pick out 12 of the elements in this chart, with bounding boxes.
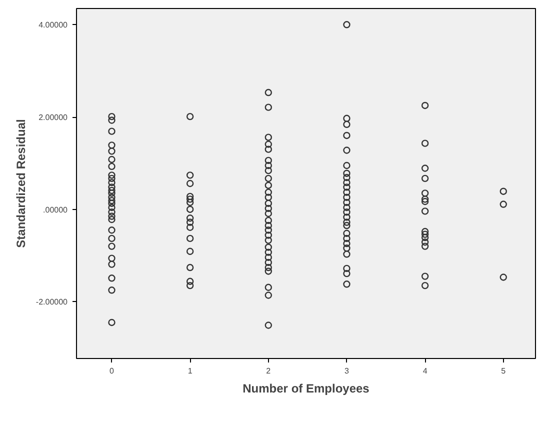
x-tick-label: 0: [110, 366, 115, 376]
x-tick-label: 5: [501, 366, 506, 376]
x-tick-label: 1: [188, 366, 193, 376]
y-axis-title: Standardized Residual: [14, 119, 28, 248]
y-tick-label: -2.00000: [36, 298, 68, 307]
x-tick-label: 3: [344, 366, 350, 376]
y-tick-label: .00000: [43, 205, 68, 214]
y-tick-label: 4.00000: [38, 20, 68, 30]
y-tick-label: 2.00000: [38, 113, 68, 122]
x-tick-label: 2: [266, 366, 272, 376]
x-tick-label: 4: [422, 366, 428, 376]
x-axis-title: Number of Employees: [242, 382, 370, 396]
